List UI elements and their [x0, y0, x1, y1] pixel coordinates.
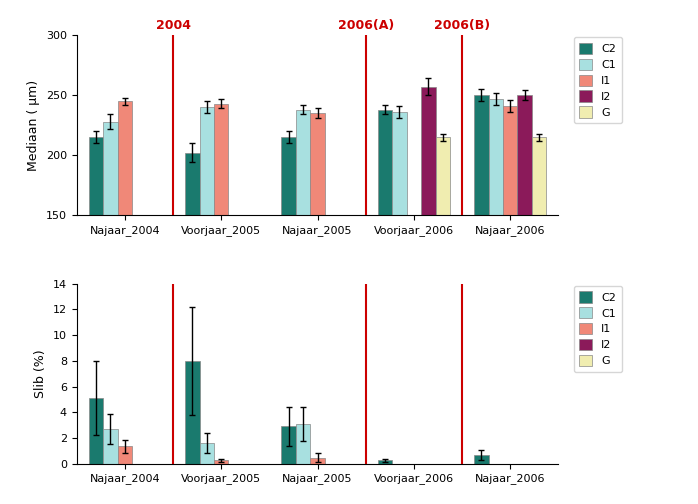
Bar	[532, 137, 547, 215]
Text: 2006(A): 2006(A)	[338, 19, 394, 32]
Bar	[200, 443, 214, 464]
Text: 2004: 2004	[156, 19, 191, 32]
Bar	[436, 137, 450, 215]
Bar	[185, 153, 200, 215]
Bar	[378, 110, 392, 215]
Bar	[103, 429, 118, 464]
Bar	[214, 461, 228, 464]
Bar	[474, 455, 489, 464]
Bar	[474, 95, 489, 215]
Bar	[214, 104, 228, 215]
Bar	[103, 121, 118, 215]
Bar	[489, 99, 503, 215]
Bar	[296, 424, 311, 464]
Bar	[281, 137, 296, 215]
Bar	[311, 113, 325, 215]
Bar	[517, 95, 532, 215]
Bar	[185, 361, 200, 464]
Bar	[118, 447, 132, 464]
Bar	[281, 426, 296, 464]
Bar	[378, 461, 392, 464]
Bar	[311, 458, 325, 464]
Text: 2006(B): 2006(B)	[434, 19, 490, 32]
Bar	[296, 110, 311, 215]
Legend: C2, C1, I1, I2, G: C2, C1, I1, I2, G	[574, 37, 622, 123]
Legend: C2, C1, I1, I2, G: C2, C1, I1, I2, G	[574, 286, 622, 372]
Bar	[421, 87, 436, 215]
Bar	[89, 137, 103, 215]
Bar	[503, 106, 517, 215]
Bar	[200, 107, 214, 215]
Bar	[89, 398, 103, 464]
Y-axis label: Slib (%): Slib (%)	[34, 349, 47, 398]
Bar	[392, 112, 407, 215]
Bar	[118, 101, 132, 215]
Y-axis label: Mediaan ( μm): Mediaan ( μm)	[27, 80, 40, 171]
